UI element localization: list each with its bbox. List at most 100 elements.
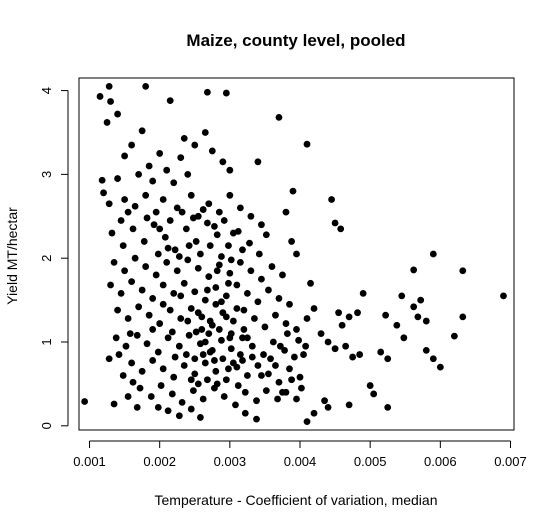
data-point	[225, 279, 232, 287]
data-point	[177, 292, 185, 300]
y-tick-label: 2	[39, 255, 54, 262]
data-point	[226, 166, 234, 174]
data-point	[417, 296, 425, 304]
data-point	[81, 398, 89, 405]
data-point	[117, 217, 125, 224]
data-point	[281, 346, 288, 354]
data-point	[145, 311, 153, 319]
data-point	[295, 336, 303, 344]
data-point	[225, 242, 232, 250]
data-point	[384, 403, 392, 411]
data-point	[248, 342, 256, 350]
y-tick-label: 3	[39, 171, 54, 178]
data-point	[107, 281, 114, 289]
data-point	[154, 250, 162, 258]
data-point	[258, 372, 265, 379]
data-point	[173, 267, 181, 275]
data-point	[279, 388, 286, 396]
data-point	[205, 200, 213, 208]
data-point	[115, 351, 123, 358]
data-point	[213, 231, 221, 239]
data-point	[124, 393, 132, 400]
data-point	[121, 196, 129, 203]
data-point	[226, 191, 234, 199]
x-axis-label: Temperature - Coefficient of variation, …	[155, 492, 438, 508]
data-point	[241, 388, 249, 396]
data-point	[133, 331, 141, 339]
data-point	[171, 353, 179, 361]
data-point	[166, 306, 174, 314]
data-point	[166, 97, 174, 105]
data-point	[184, 170, 192, 178]
data-point	[243, 372, 251, 379]
data-point	[199, 351, 207, 358]
data-point	[220, 217, 228, 224]
data-point	[135, 170, 143, 178]
data-point	[310, 305, 318, 312]
data-point	[300, 351, 307, 358]
data-point	[112, 334, 120, 342]
data-point	[288, 376, 295, 384]
data-point	[349, 353, 357, 361]
data-point	[191, 141, 199, 149]
data-point	[359, 289, 367, 297]
data-point	[215, 326, 223, 333]
data-point	[239, 357, 246, 364]
data-point	[338, 321, 346, 329]
data-point	[206, 242, 214, 250]
data-point	[184, 317, 192, 325]
data-point	[203, 219, 211, 227]
data-point	[255, 250, 263, 258]
data-point	[129, 378, 137, 386]
data-point	[159, 196, 167, 203]
data-point	[180, 279, 188, 287]
data-point	[254, 362, 262, 369]
data-point	[175, 412, 183, 420]
data-point	[142, 191, 150, 199]
x-tick-label: 0.006	[424, 454, 457, 469]
data-point	[400, 334, 408, 342]
data-point	[192, 238, 200, 245]
data-point	[302, 342, 310, 350]
data-point	[324, 403, 332, 411]
data-point	[142, 263, 150, 270]
data-point	[335, 309, 342, 317]
data-point	[254, 158, 262, 166]
data-point	[262, 387, 270, 395]
data-point	[282, 320, 290, 327]
data-point	[429, 250, 437, 258]
data-point	[119, 372, 127, 379]
data-point	[226, 269, 234, 277]
data-point	[213, 380, 221, 388]
data-point	[233, 281, 241, 289]
data-point	[258, 221, 265, 229]
data-point	[182, 225, 190, 233]
data-point	[272, 311, 279, 319]
data-point	[138, 286, 146, 294]
data-point	[166, 217, 174, 224]
data-points	[81, 82, 507, 426]
data-point	[208, 346, 216, 354]
data-point	[275, 295, 283, 302]
data-point	[121, 267, 129, 275]
data-point	[198, 326, 206, 333]
data-point	[203, 88, 211, 96]
data-point	[103, 119, 111, 126]
data-point	[170, 373, 178, 381]
data-point	[212, 300, 220, 308]
data-point	[182, 351, 190, 358]
data-point	[268, 263, 276, 270]
data-point	[168, 328, 176, 336]
data-point	[191, 288, 199, 296]
data-point	[117, 289, 125, 297]
x-tick-label: 0.001	[73, 454, 106, 469]
data-point	[196, 250, 204, 258]
data-point	[410, 303, 418, 311]
x-tick-label: 0.005	[354, 454, 387, 469]
data-point	[154, 403, 162, 411]
data-point	[157, 382, 165, 389]
y-tick-label: 4	[39, 87, 54, 94]
data-point	[131, 202, 139, 210]
data-point	[124, 315, 132, 322]
data-point	[229, 317, 237, 325]
